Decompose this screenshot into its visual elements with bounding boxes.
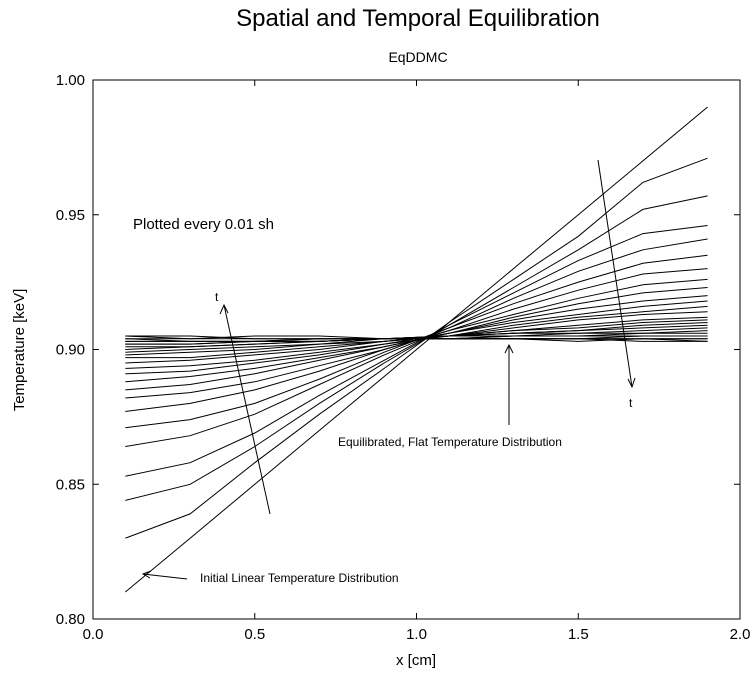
y-tick-label: 0.95 bbox=[56, 207, 85, 224]
series-line-25 bbox=[125, 335, 708, 342]
chart-subtitle: EqDDMC bbox=[388, 49, 447, 65]
arrow-equilibrated-head bbox=[504, 343, 514, 354]
chart-title: Spatial and Temporal Equilibration bbox=[236, 5, 600, 32]
series-line-1 bbox=[125, 157, 708, 539]
annotation-t-left: t bbox=[215, 290, 219, 304]
arrow-left-t-head bbox=[219, 303, 229, 315]
y-tick-label: 0.90 bbox=[56, 342, 85, 359]
arrow-right-t bbox=[597, 159, 633, 388]
annotation-t-right: t bbox=[629, 396, 633, 410]
series-line-0 bbox=[124, 106, 708, 593]
series-line-11 bbox=[125, 305, 708, 369]
curves-group bbox=[124, 106, 708, 593]
series-line-4 bbox=[125, 238, 708, 447]
y-axis-label: Temperature [keV] bbox=[11, 289, 28, 412]
arrow-initial bbox=[142, 573, 188, 580]
y-tick-label: 0.80 bbox=[56, 611, 85, 628]
arrow-initial-head bbox=[141, 570, 152, 579]
x-tick-label: 1.0 bbox=[406, 626, 427, 643]
x-tick-label: 0.5 bbox=[244, 626, 265, 643]
annotation-plotted-every: Plotted every 0.01 sh bbox=[133, 216, 274, 233]
annotation-equilibrated: Equilibrated, Flat Temperature Distribut… bbox=[338, 435, 562, 449]
ticks-group: 0.0 0.5 1.0 1.5 2.0 0.80 0.85 0.90 0.95 1.00 bbox=[56, 72, 751, 643]
x-axis-label: x [cm] bbox=[396, 652, 436, 669]
series-line-2 bbox=[125, 195, 708, 501]
y-tick-label: 0.85 bbox=[56, 476, 85, 493]
arrow-right-t-head bbox=[627, 377, 636, 389]
x-tick-label: 1.5 bbox=[568, 626, 589, 643]
x-tick-label: 2.0 bbox=[730, 626, 751, 643]
arrow-left-t bbox=[223, 304, 271, 515]
y-tick-label: 1.00 bbox=[56, 72, 85, 89]
annotation-initial: Initial Linear Temperature Distribution bbox=[200, 571, 399, 585]
x-tick-label: 0.0 bbox=[83, 626, 104, 643]
